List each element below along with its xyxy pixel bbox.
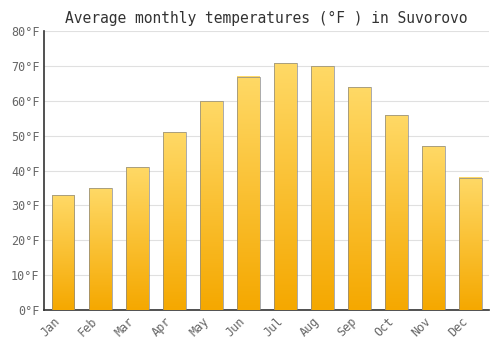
- Bar: [200, 101, 222, 310]
- Bar: [162, 132, 186, 310]
- Bar: [236, 77, 260, 310]
- Bar: [385, 115, 408, 310]
- Bar: [348, 87, 370, 310]
- Title: Average monthly temperatures (°F ) in Suvorovo: Average monthly temperatures (°F ) in Su…: [66, 11, 468, 26]
- Bar: [274, 63, 296, 310]
- Bar: [459, 177, 482, 310]
- Bar: [422, 146, 445, 310]
- Bar: [126, 167, 148, 310]
- Bar: [311, 66, 334, 310]
- Bar: [88, 188, 112, 310]
- Bar: [52, 195, 74, 310]
